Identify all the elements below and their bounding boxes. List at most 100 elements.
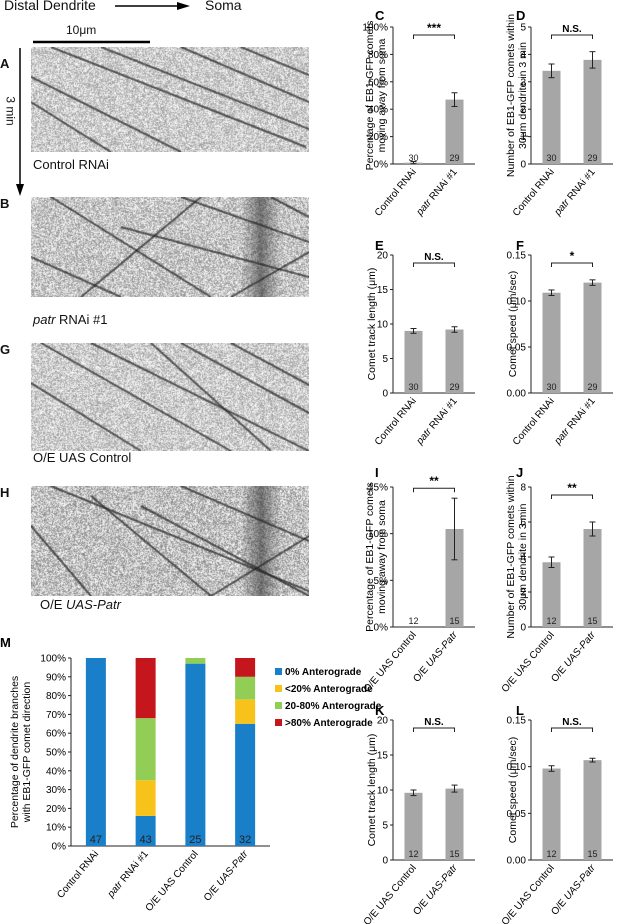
bar-segment-0 xyxy=(185,663,206,846)
y-tick-label: 15% xyxy=(368,483,388,494)
panel-letter-H: H xyxy=(0,485,10,500)
x-tick-label: patr RNAi #1 xyxy=(414,396,460,448)
n-label: 32 xyxy=(239,834,251,846)
bar xyxy=(583,282,602,393)
y-tick-label: 1 xyxy=(520,132,526,143)
panel-letter-B: B xyxy=(0,196,10,211)
y-axis-label: Comet speed (μm/sec) xyxy=(507,737,519,843)
significance-label: ** xyxy=(429,474,439,488)
header-soma: Soma xyxy=(205,0,242,13)
bar xyxy=(445,788,464,860)
n-label: 12 xyxy=(546,849,556,859)
x-tick-label: Control RNAi xyxy=(511,396,557,448)
y-tick-label: 2 xyxy=(520,588,526,599)
legend-swatch-3 xyxy=(275,719,282,726)
y-tick-label: 5% xyxy=(374,576,389,587)
y-tick-label: 40% xyxy=(46,766,66,777)
significance-label: N.S. xyxy=(562,24,582,35)
y-tick-label: 10 xyxy=(377,786,389,797)
y-tick-label: 15 xyxy=(377,751,389,762)
y-tick-label: 4 xyxy=(520,50,526,61)
chart-F: F 0.00 0.05 0.10 0.15 Comet speed (μm/sec) 30 C… xyxy=(507,238,613,448)
y-tick-label: 50% xyxy=(46,748,66,759)
x-tick-label: O/E UAS Control xyxy=(500,863,557,924)
significance-label: * xyxy=(570,249,575,263)
legend-label-2: 20-80% Anterograde xyxy=(285,701,382,712)
panel-letter-C: C xyxy=(375,8,385,23)
y-tick-label: 80% xyxy=(368,50,388,61)
y-axis-label: Comet speed (μm/sec) xyxy=(507,271,519,377)
bar xyxy=(404,330,423,393)
bar xyxy=(445,99,464,164)
significance-label: *** xyxy=(427,21,441,35)
x-tick-label: Control RNAi xyxy=(55,849,101,901)
y-tick-label: 20% xyxy=(368,132,388,143)
bar-segment-2 xyxy=(185,658,206,664)
significance-label: N.S. xyxy=(562,717,582,728)
y-tick-label: 8 xyxy=(520,483,526,494)
x-tick-label: Control RNAi xyxy=(511,167,557,219)
panel-letter-M: M xyxy=(0,635,11,650)
y-tick-label: 0% xyxy=(374,623,389,634)
x-tick-label: O/E UAS-Patr xyxy=(549,629,598,684)
y-tick-label: 0.15 xyxy=(507,716,527,727)
legend-label-1: <20% Anterograde xyxy=(285,684,373,695)
legend-label-3: >80% Anterograde xyxy=(285,718,373,729)
y-tick-label: 100% xyxy=(40,654,66,665)
chart-M: M 0% 10% 20% 30% 40% 50% 60% 70% 80% 90% 100% Percen… xyxy=(0,635,382,914)
bar-segment-0 xyxy=(135,815,156,846)
y-tick-label: 40% xyxy=(368,105,388,116)
kymograph-label-H: O/E UAS-Patr xyxy=(40,597,121,612)
y-tick-label: 0.15 xyxy=(507,251,527,262)
x-tick-label: O/E UAS-Patr xyxy=(549,862,598,917)
y-axis-label: Number of EB1-GFP comets within30μm dend… xyxy=(505,14,529,177)
bar-segment-0 xyxy=(235,723,256,846)
bar-segment-3 xyxy=(235,658,256,677)
bar-segment-1 xyxy=(235,699,256,724)
panel-letter-J: J xyxy=(516,465,523,480)
n-label: 25 xyxy=(189,834,201,846)
x-tick-label: patr RNAi #1 xyxy=(105,849,151,901)
bar xyxy=(542,292,561,393)
bar xyxy=(542,768,561,860)
y-tick-label: 6 xyxy=(520,518,526,529)
bar xyxy=(542,562,561,627)
n-label: 15 xyxy=(587,616,597,626)
chart-E: E 0 5 10 15 20 Comet track length (μm) 30 Contro… xyxy=(366,238,475,448)
x-tick-label: O/E UAS-Patr xyxy=(411,629,460,684)
y-tick-label: 0.05 xyxy=(507,343,527,354)
time-arrow-head xyxy=(16,184,24,196)
kymograph-A xyxy=(31,47,309,152)
significance-bracket xyxy=(551,727,593,732)
n-label: 30 xyxy=(546,382,556,392)
significance-bracket xyxy=(413,34,455,39)
bar xyxy=(404,792,423,860)
y-axis-label: Percentage of EB1-GFP cometsmoving away … xyxy=(364,21,388,171)
y-tick-label: 0% xyxy=(374,160,389,171)
header-distal-dendrite: Distal Dendrite xyxy=(4,0,96,13)
x-tick-label: patr RNAi #1 xyxy=(552,167,598,219)
panel-letter-G: G xyxy=(0,342,11,357)
n-label: 47 xyxy=(90,834,102,846)
y-tick-label: 10 xyxy=(377,320,389,331)
kymograph-label-B: patr RNAi #1 xyxy=(33,312,108,327)
y-tick-label: 90% xyxy=(46,672,66,683)
significance-label: N.S. xyxy=(424,252,444,263)
significance-bracket xyxy=(413,727,455,732)
n-label: 15 xyxy=(449,616,459,626)
x-tick-label: O/E UAS Control xyxy=(500,630,557,695)
n-label: 30 xyxy=(408,153,418,163)
bar xyxy=(445,329,464,393)
y-tick-label: 3 xyxy=(520,77,526,88)
significance-bracket xyxy=(551,34,593,39)
n-label: 29 xyxy=(449,382,459,392)
y-axis-label: Comet track length (μm) xyxy=(366,734,378,847)
legend-swatch-2 xyxy=(275,702,282,709)
panel-letter-L: L xyxy=(516,703,524,718)
x-tick-label: O/E UAS Control xyxy=(144,849,201,914)
y-tick-label: 10% xyxy=(46,823,66,834)
y-axis-label: Comet track length (μm) xyxy=(366,268,378,381)
y-tick-label: 60% xyxy=(46,729,66,740)
direction-arrow-head xyxy=(177,2,190,10)
